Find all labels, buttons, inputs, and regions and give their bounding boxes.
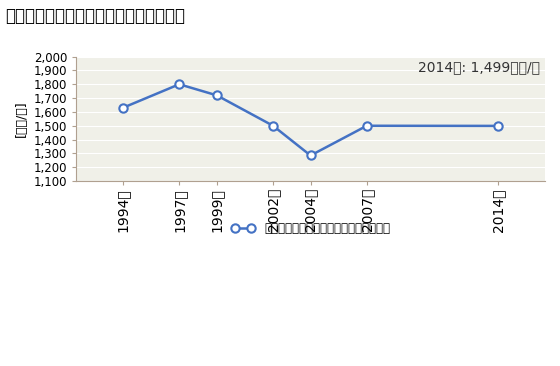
Line: 商業の従業者一人当たり年間商品販売額: 商業の従業者一人当たり年間商品販売額 <box>119 80 502 160</box>
Y-axis label: [万円/人]: [万円/人] <box>15 101 28 137</box>
Text: 2014年: 1,499万円/人: 2014年: 1,499万円/人 <box>418 60 540 74</box>
商業の従業者一人当たり年間商品販売額 <box>120 105 127 110</box>
商業の従業者一人当たり年間商品販売額 <box>270 124 277 128</box>
Legend: 商業の従業者一人当たり年間商品販売額: 商業の従業者一人当たり年間商品販売額 <box>226 217 395 240</box>
商業の従業者一人当たり年間商品販売額 <box>213 93 220 97</box>
商業の従業者一人当たり年間商品販売額 <box>494 124 501 128</box>
商業の従業者一人当たり年間商品販売額 <box>363 124 370 128</box>
商業の従業者一人当たり年間商品販売額 <box>307 153 314 158</box>
Text: 商業の従業者一人当たり年間商品販売額: 商業の従業者一人当たり年間商品販売額 <box>6 7 185 25</box>
商業の従業者一人当たり年間商品販売額 <box>176 82 183 86</box>
